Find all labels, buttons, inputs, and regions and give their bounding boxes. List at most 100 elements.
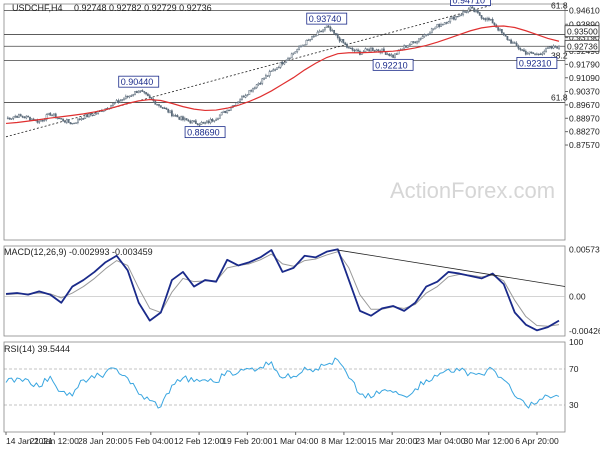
- candle-body: [88, 113, 90, 118]
- candle-body: [500, 29, 503, 34]
- price-panel: 0.946100.938900.931900.924900.917900.910…: [4, 0, 600, 150]
- price-symbol-label: USDCHF,H4: [12, 3, 63, 13]
- candle-body: [82, 118, 85, 120]
- candle-body: [307, 39, 310, 41]
- candle-body: [128, 95, 131, 98]
- x-tick-label: 28 Jan 20:00: [78, 436, 127, 446]
- candle-body: [499, 29, 501, 31]
- candle-body: [209, 119, 212, 124]
- candle-body: [552, 45, 555, 49]
- candle-body: [535, 53, 538, 56]
- candle-body: [156, 104, 159, 106]
- annotation-box: [516, 57, 558, 69]
- candle-body: [270, 70, 273, 72]
- candle-body: [491, 18, 494, 24]
- candle-body: [29, 116, 31, 121]
- candle-body: [253, 87, 256, 89]
- candle-body: [526, 53, 529, 55]
- candle-body: [305, 39, 308, 46]
- candle-body: [558, 45, 560, 49]
- candle-body: [252, 87, 254, 92]
- candle-body: [554, 45, 557, 48]
- candle-body: [419, 38, 422, 40]
- candle-body: [548, 46, 551, 49]
- candle-body: [45, 114, 48, 120]
- candle-body: [121, 99, 124, 102]
- candle-body: [228, 109, 230, 112]
- candle-body: [368, 49, 371, 52]
- candle-body: [476, 10, 479, 13]
- candle-body: [158, 104, 160, 106]
- price-y-tick-label: 0.93190: [569, 33, 600, 43]
- annotation-box: [306, 12, 348, 25]
- candle-body: [259, 83, 262, 85]
- candle-body: [510, 39, 512, 44]
- candle-body: [91, 114, 94, 117]
- candle-body: [248, 90, 251, 95]
- candle-body: [484, 18, 487, 21]
- candle-body: [355, 49, 358, 52]
- fib-level-label: 38.2: [551, 50, 568, 60]
- annotation-label: 0.94710: [453, 0, 486, 6]
- price-y-tick-label: 0.89670: [569, 100, 600, 110]
- candle-body: [375, 49, 378, 52]
- candle-body: [182, 116, 184, 121]
- candle-body: [366, 48, 369, 50]
- panel-borders: [3, 3, 566, 433]
- candle-body: [80, 118, 83, 120]
- candle-body: [139, 90, 142, 92]
- candle-body: [528, 51, 531, 54]
- rsi-line: [5, 357, 560, 409]
- candle-body: [189, 120, 192, 124]
- candle-body: [41, 120, 44, 122]
- candle-body: [18, 114, 20, 118]
- candle-body: [430, 28, 433, 34]
- candle-body: [342, 39, 345, 44]
- candle-body: [78, 118, 81, 120]
- candle-body: [150, 97, 153, 100]
- candle-body: [462, 11, 465, 15]
- candle-body: [277, 66, 280, 69]
- candle-body: [53, 113, 55, 116]
- candle-body: [75, 122, 77, 124]
- candle-body: [524, 50, 527, 55]
- candle-body: [519, 48, 522, 50]
- candle-body: [51, 114, 53, 117]
- candle-body: [183, 118, 186, 121]
- x-tick-label: 1 Mar 04:00: [273, 436, 319, 446]
- candle-body: [8, 117, 11, 120]
- candle-body: [200, 122, 203, 125]
- candle-body: [239, 99, 241, 102]
- candle-body: [443, 22, 446, 25]
- candle-body: [432, 28, 435, 30]
- price-tag-label: 0.93500: [567, 27, 598, 37]
- candle-body: [467, 8, 470, 12]
- candle-body: [25, 115, 28, 119]
- rsi-header: RSI(14) 39.5444: [4, 344, 70, 354]
- candle-body: [244, 95, 247, 98]
- candle-body: [30, 118, 33, 121]
- candle-body: [421, 36, 424, 39]
- candle-body: [193, 120, 195, 122]
- candle-body: [73, 122, 76, 125]
- candle-body: [517, 45, 520, 49]
- candle-body: [21, 115, 24, 118]
- candle-body: [537, 53, 540, 56]
- candle-body: [285, 60, 288, 63]
- candle-body: [229, 107, 232, 111]
- candle-body: [488, 18, 490, 21]
- moving-average-line: [5, 25, 560, 125]
- candle-body: [545, 47, 547, 52]
- candle-body: [478, 12, 481, 16]
- candle-body: [475, 10, 477, 12]
- candle-body: [172, 115, 175, 117]
- candle-body: [19, 114, 22, 117]
- candle-body: [493, 22, 496, 26]
- candle-body: [344, 42, 347, 45]
- macd-trend-line: [337, 249, 566, 287]
- candle-body: [161, 107, 164, 109]
- rsi-y-tick-label: 30: [569, 400, 579, 410]
- candle-body: [167, 108, 170, 113]
- candle-body: [460, 14, 463, 16]
- candle-body: [14, 115, 17, 118]
